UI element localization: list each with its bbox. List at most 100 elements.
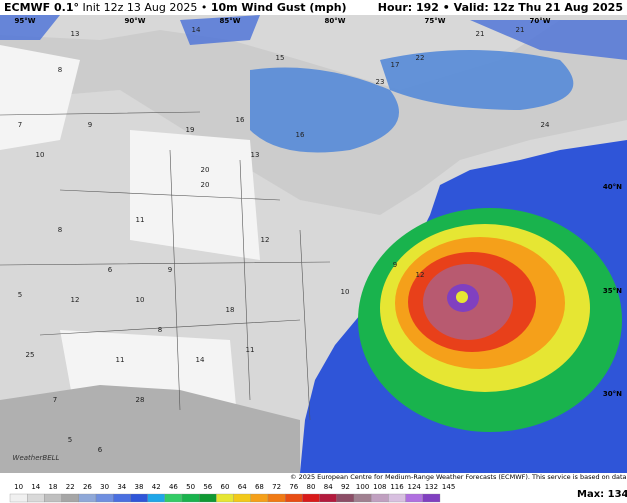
wind-value: 25 (26, 351, 35, 359)
longitude-label: 95°W (15, 17, 36, 25)
legend-label: 72 (272, 483, 281, 491)
wind-value: 9 (88, 121, 92, 129)
longitude-label: 85°W (220, 17, 241, 25)
wind-value: 12 (416, 271, 425, 279)
copyright: © 2025 European Centre for Medium-Range … (290, 473, 627, 481)
longitude-label: 75°W (425, 17, 446, 25)
legend-label: 116 (390, 483, 404, 491)
max: Max: 134.1 (577, 489, 627, 500)
legend-label: 38 (135, 483, 144, 491)
wind-value: 28 (136, 396, 145, 404)
wind-value: 5 (68, 436, 72, 444)
max-value: 134.1 (608, 489, 627, 500)
legend-swatch (371, 493, 389, 503)
legend-swatch (61, 493, 79, 503)
wind-value: 6 (98, 446, 103, 454)
legend-label: 18 (49, 483, 58, 491)
field: 10m Wind Gust (mph) (211, 1, 347, 14)
legend-swatch (336, 493, 355, 503)
separator: • (443, 1, 450, 14)
wind-value: 21 (476, 30, 485, 38)
header-bar (0, 0, 627, 15)
gulf (0, 385, 300, 473)
wind-value: 9 (168, 266, 172, 274)
legend-swatch (164, 493, 183, 503)
state-borders (0, 111, 331, 421)
longitude-label: 90°W (125, 17, 146, 25)
latitude-label: 35°N (603, 287, 622, 295)
wind-value: 8 (58, 66, 62, 74)
legend-label: 14 (31, 483, 40, 491)
legend-swatch (130, 493, 148, 503)
lake-gusts (250, 50, 574, 153)
legend-swatch (27, 493, 45, 503)
legend-label: 22 (66, 483, 75, 491)
wind-value: 7 (18, 121, 22, 129)
legend-label: 92 (341, 483, 350, 491)
wind-value: 11 (246, 346, 255, 354)
legend-label: 64 (238, 483, 247, 491)
legend-swatch (267, 493, 286, 503)
wind-value: 9 (393, 261, 397, 269)
longitude-label: 80°W (325, 17, 346, 25)
wind-value: 5 (18, 291, 22, 299)
wind-value: 16 (236, 116, 245, 124)
wind-value: 10 (136, 296, 145, 304)
hour: Hour: 192 (378, 1, 439, 14)
legend-label: 30 (100, 483, 109, 491)
longitude-label: 70°W (530, 17, 551, 25)
wind-value: 18 (226, 306, 235, 314)
wind-value: 15 (276, 54, 285, 62)
legend-label: 56 (203, 483, 212, 491)
legend-swatch (78, 493, 97, 503)
legend-label: 132 (425, 483, 438, 491)
legend-label: 68 (255, 483, 264, 491)
wind-value: 20 (201, 181, 210, 189)
legend-swatch (285, 493, 303, 503)
legend-label: 26 (83, 483, 92, 491)
legend-swatch (250, 493, 269, 503)
legend-swatch (233, 493, 251, 503)
wind-value: 14 (196, 356, 205, 364)
valid: Valid: 12z Thu 21 Aug 2025 (454, 1, 623, 14)
wind-value: 6 (108, 266, 113, 274)
wind-value: 19 (186, 126, 195, 134)
legend-label: 76 (289, 483, 298, 491)
title: ECMWF 0.1° Init 12z 13 Aug 2025 • 10m Wi… (4, 1, 347, 14)
legend-swatch (216, 493, 234, 503)
wind-value: 16 (296, 131, 305, 139)
wind-value: 14 (192, 26, 201, 34)
wind-value: 11 (136, 216, 145, 224)
wind-value: 13 (251, 151, 260, 159)
init: Init 12z 13 Aug 2025 (83, 1, 198, 14)
legend-label: 100 (356, 483, 369, 491)
legend-swatch (422, 493, 441, 503)
legend-swatch (181, 493, 200, 503)
latitude-label: 40°N (603, 183, 622, 191)
wind-value: 8 (158, 326, 162, 334)
latitude-label: 30°N (603, 390, 622, 398)
legend-swatch (388, 493, 406, 503)
legend-swatch (44, 493, 62, 503)
wind-value: 10 (36, 151, 45, 159)
legend-swatch (95, 493, 114, 503)
wind-value: 22 (416, 54, 425, 62)
wind-value: 24 (541, 121, 550, 129)
legend-label: 46 (169, 483, 178, 491)
storm-eye (456, 291, 468, 303)
calm-area (0, 45, 260, 450)
valid-time: Hour: 192 • Valid: 12z Thu 21 Aug 2025 (378, 1, 623, 14)
legend-label: 42 (152, 483, 161, 491)
wind-value: 12 (71, 296, 80, 304)
separator: • (201, 1, 208, 14)
legend-label: 108 (373, 483, 386, 491)
legend-label: 84 (324, 483, 333, 491)
wind-value: 12 (261, 236, 270, 244)
wind-value: 21 (516, 26, 525, 34)
model: ECMWF 0.1° (4, 1, 79, 14)
wind-value: 7 (53, 396, 57, 404)
legend-label: 10 (14, 483, 23, 491)
wind-value: 8 (58, 226, 62, 234)
legend-label: 34 (117, 483, 126, 491)
